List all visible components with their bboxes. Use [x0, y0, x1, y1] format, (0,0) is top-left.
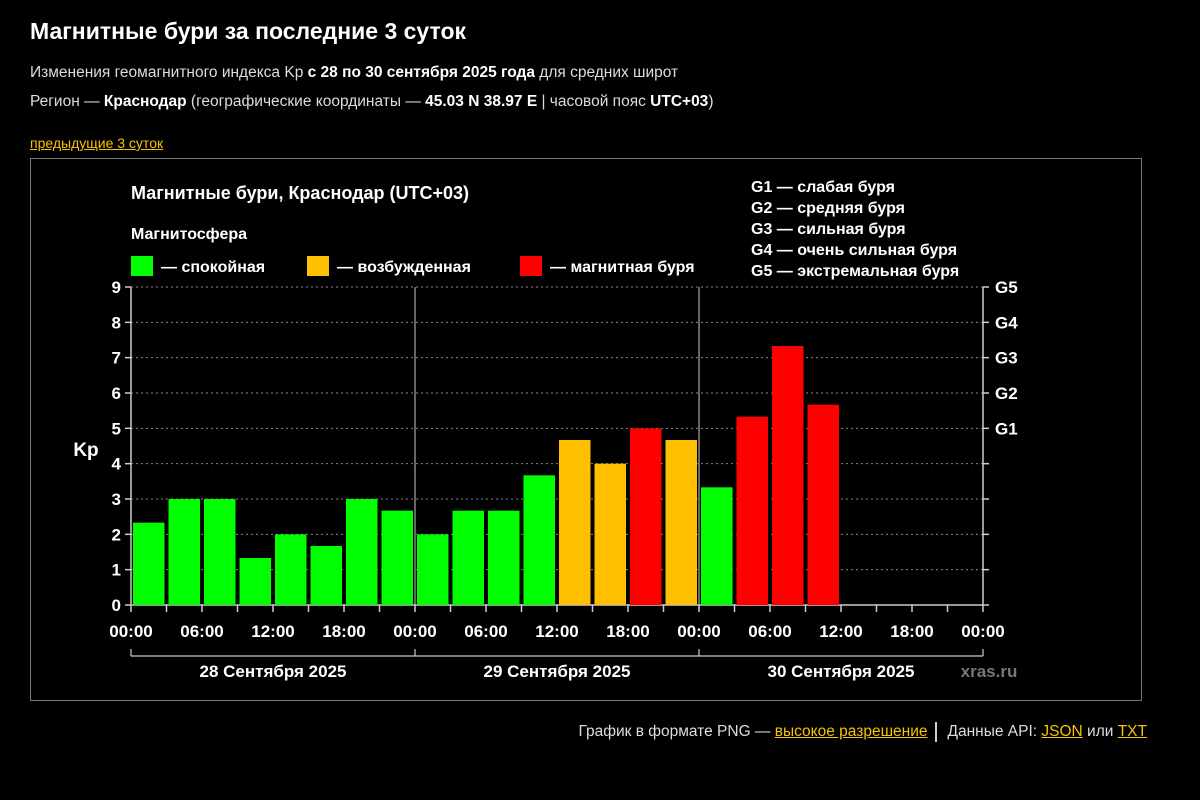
x-tick-label: 00:00 — [961, 622, 1004, 641]
y-tick-label: 4 — [112, 455, 122, 474]
chart-title: Магнитные бури, Краснодар (UTC+03) — [131, 183, 469, 203]
timezone-value: UTC+03 — [650, 93, 709, 110]
g-legend-item: G4 — очень сильная буря — [751, 242, 957, 259]
kp-bar — [346, 499, 378, 605]
kp-bar — [417, 534, 449, 605]
x-tick-label: 00:00 — [109, 622, 152, 641]
kp-bar — [630, 428, 662, 605]
legend-title: Магнитосфера — [131, 226, 247, 243]
g-level-label: G2 — [995, 384, 1018, 403]
coords-prefix: (географические координаты — — [186, 93, 426, 110]
footer-api-text: Данные API: — [947, 723, 1042, 741]
day-label: 30 Сентября 2025 — [768, 662, 915, 681]
legend-label: — магнитная буря — [550, 259, 695, 276]
g-level-label: G4 — [995, 313, 1018, 332]
kp-bar — [133, 522, 165, 605]
y-tick-label: 5 — [112, 419, 121, 438]
region-name: Краснодар — [103, 93, 187, 110]
x-tick-label: 12:00 — [535, 622, 578, 641]
date-range: с 28 по 30 сентября 2025 года — [307, 64, 535, 81]
region-suffix: ) — [708, 93, 714, 110]
kp-bar — [168, 499, 200, 605]
g-legend-item: G5 — экстремальная буря — [751, 263, 959, 280]
kp-bar — [452, 510, 484, 605]
kp-bar — [772, 346, 804, 605]
legend-label: — возбужденная — [337, 259, 471, 276]
kp-bar — [275, 534, 307, 605]
y-axis-label: Kp — [73, 440, 98, 461]
kp-bar — [381, 510, 413, 605]
y-tick-label: 1 — [112, 561, 121, 580]
y-tick-label: 6 — [112, 384, 121, 403]
region-info: Регион — Краснодар (географические коорд… — [30, 93, 713, 111]
kp-bar — [559, 439, 591, 605]
footer-png-text: График в формате PNG — — [578, 723, 775, 741]
y-tick-label: 8 — [112, 313, 121, 332]
x-tick-label: 18:00 — [606, 622, 649, 641]
legend-swatch — [131, 256, 153, 276]
legend-swatch — [307, 256, 329, 276]
x-tick-label: 00:00 — [393, 622, 436, 641]
day-label: 29 Сентября 2025 — [484, 662, 631, 681]
kp-bar — [523, 475, 555, 605]
kp-description-post: для средних широт — [534, 64, 679, 81]
g-level-label: G3 — [995, 349, 1018, 368]
x-tick-label: 00:00 — [677, 622, 720, 641]
kp-bar — [488, 510, 520, 605]
footer: График в формате PNG — высокое разрешени… — [578, 722, 1147, 742]
g-level-label: G5 — [995, 278, 1018, 297]
x-tick-label: 18:00 — [890, 622, 933, 641]
kp-bar — [204, 499, 236, 605]
kp-description-pre: Изменения геомагнитного индекса Kp — [30, 64, 308, 81]
g-legend-item: G2 — средняя буря — [751, 200, 905, 217]
x-tick-label: 06:00 — [464, 622, 507, 641]
legend-label: — спокойная — [161, 259, 265, 276]
y-tick-label: 0 — [112, 596, 121, 615]
kp-bar — [701, 487, 733, 605]
region-prefix: Регион — — [30, 93, 104, 110]
day-label: 28 Сентября 2025 — [200, 662, 347, 681]
kp-bar — [807, 404, 839, 605]
x-tick-label: 12:00 — [251, 622, 294, 641]
timezone-prefix: | часовой пояс — [537, 93, 651, 110]
txt-link[interactable]: TXT — [1117, 723, 1147, 741]
g-legend-item: G3 — сильная буря — [751, 221, 906, 238]
x-tick-label: 06:00 — [180, 622, 223, 641]
kp-chart: Магнитные бури, Краснодар (UTC+03) Магнит… — [73, 179, 1018, 681]
y-tick-label: 9 — [112, 278, 121, 297]
json-link[interactable]: JSON — [1041, 723, 1083, 741]
footer-separator — [935, 722, 938, 742]
kp-bar — [310, 545, 342, 605]
watermark: xras.ru — [961, 662, 1018, 681]
g-level-label: G1 — [995, 419, 1018, 438]
coords-value: 45.03 N 38.97 E — [425, 93, 538, 110]
g-legend-item: G1 — слабая буря — [751, 179, 895, 196]
x-tick-label: 06:00 — [748, 622, 791, 641]
kp-bar — [736, 416, 768, 605]
kp-bar — [665, 439, 697, 605]
page-title: Магнитные бури за последние 3 суток — [30, 18, 467, 44]
y-tick-label: 7 — [112, 349, 121, 368]
y-tick-label: 3 — [112, 490, 121, 509]
hires-link[interactable]: высокое разрешение — [774, 723, 928, 741]
x-tick-label: 18:00 — [322, 622, 365, 641]
x-tick-label: 12:00 — [819, 622, 862, 641]
y-tick-label: 2 — [112, 525, 121, 544]
footer-or-text: или — [1082, 723, 1118, 741]
previous-3-days-link[interactable]: предыдущие 3 суток — [30, 135, 164, 151]
chart-frame: Магнитные бури, Краснодар (UTC+03) Магнит… — [30, 158, 1142, 701]
kp-bar — [239, 558, 271, 605]
kp-bar — [594, 463, 626, 605]
kp-description: Изменения геомагнитного индекса Kp с 28 … — [30, 64, 678, 82]
legend-swatch — [520, 256, 542, 276]
